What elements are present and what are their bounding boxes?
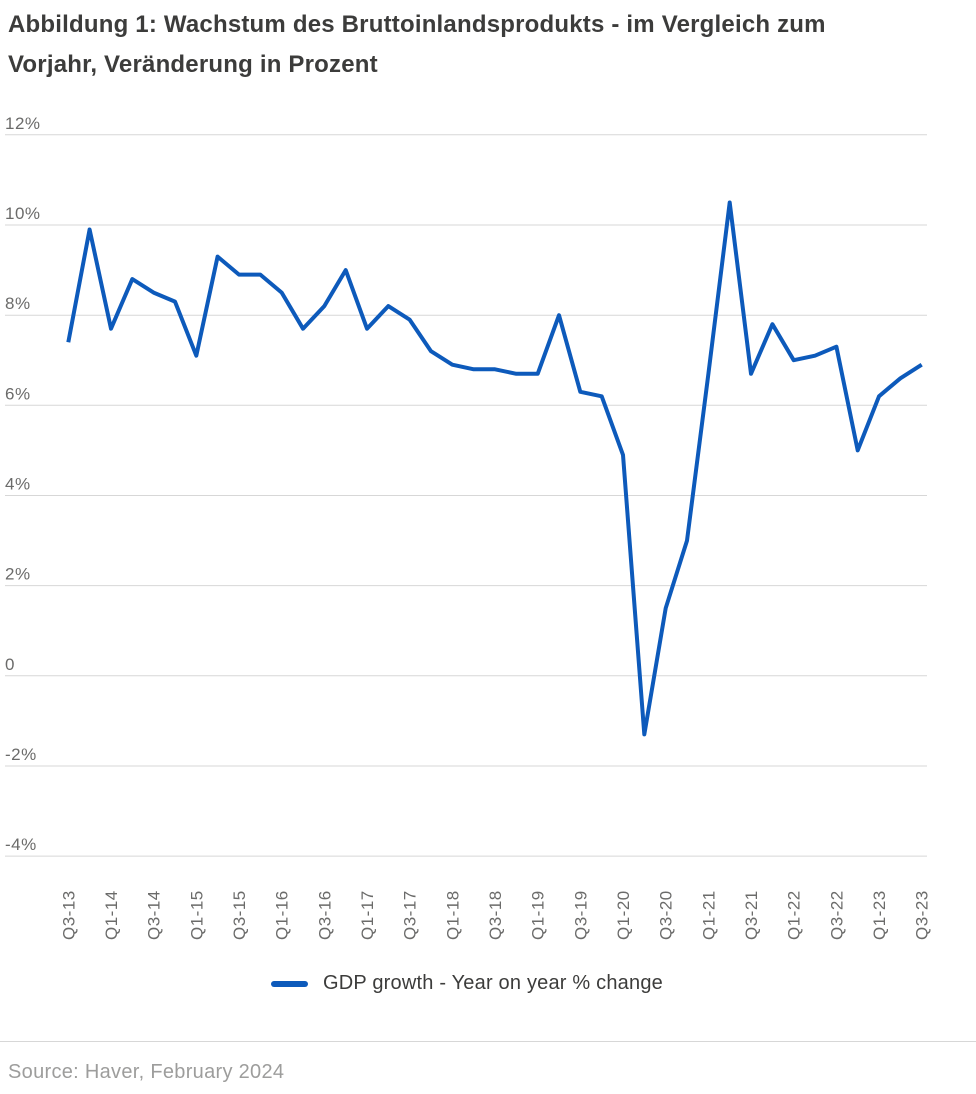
- y-axis-tick-label: 6%: [5, 384, 31, 403]
- source-note: Source: Haver, February 2024: [8, 1061, 285, 1083]
- x-axis-tick-label: Q1-17: [358, 890, 377, 940]
- x-axis-tick-label: Q3-18: [486, 890, 505, 940]
- chart-title-line1: Abbildung 1: Wachstum des Bruttoinlandsp…: [8, 11, 826, 38]
- line-chart-plot-area: 12% 10% 8% 6% 4% 2% 0 -2% -4% Q3-13 Q1-14 Q3-14 Q1-1…: [5, 114, 932, 940]
- chart-legend: GDP growth - Year on year % change: [0, 972, 934, 995]
- x-axis-tick-label: Q3-15: [230, 890, 249, 940]
- x-axis-tick-label: Q1-21: [699, 890, 718, 940]
- y-axis-tick-label: 2%: [5, 565, 31, 584]
- x-axis-tick-label: Q1-19: [529, 890, 548, 940]
- x-axis-tick-label: Q1-22: [785, 890, 804, 940]
- footer-divider-line: [0, 1041, 976, 1042]
- y-axis-tick-label: 10%: [5, 204, 41, 223]
- y-axis-tick-label: 0: [5, 655, 15, 674]
- x-axis-tick-label: Q1-14: [102, 890, 121, 940]
- x-axis-tick-label: Q1-20: [614, 890, 633, 940]
- y-axis-tick-label: 4%: [5, 475, 31, 494]
- x-axis-tick-label: Q1-16: [273, 890, 292, 940]
- x-axis-tick-label: Q3-22: [827, 890, 846, 940]
- x-axis-tick-label: Q3-14: [145, 890, 164, 940]
- y-axis-tick-label: -2%: [5, 745, 37, 764]
- legend-line-swatch: [271, 980, 309, 987]
- y-axis-tick-label: 8%: [5, 294, 31, 313]
- legend-series-label: GDP growth - Year on year % change: [323, 972, 663, 994]
- x-axis-tick-label: Q3-17: [401, 890, 420, 940]
- x-axis-tick-label: Q3-13: [59, 890, 78, 940]
- x-axis-tick-label: Q3-16: [315, 890, 334, 940]
- x-axis-tick-label: Q1-23: [870, 890, 889, 940]
- chart-title-line2: Vorjahr, Veränderung in Prozent: [8, 51, 378, 78]
- chart-title: Abbildung 1: Wachstum des Bruttoinlandsp…: [8, 5, 968, 85]
- gdp-growth-line-series: [66, 200, 923, 737]
- x-axis-tick-label: Q3-21: [742, 890, 761, 940]
- x-axis-tick-label: Q3-20: [657, 890, 676, 940]
- y-axis-tick-label: 12%: [5, 114, 41, 133]
- x-axis-tick-label: Q1-15: [187, 890, 206, 940]
- x-axis-tick-label: Q3-19: [571, 890, 590, 940]
- y-axis-tick-label: -4%: [5, 835, 37, 854]
- x-axis-tick-label: Q3-23: [913, 890, 932, 940]
- x-axis-tick-label: Q1-18: [443, 890, 462, 940]
